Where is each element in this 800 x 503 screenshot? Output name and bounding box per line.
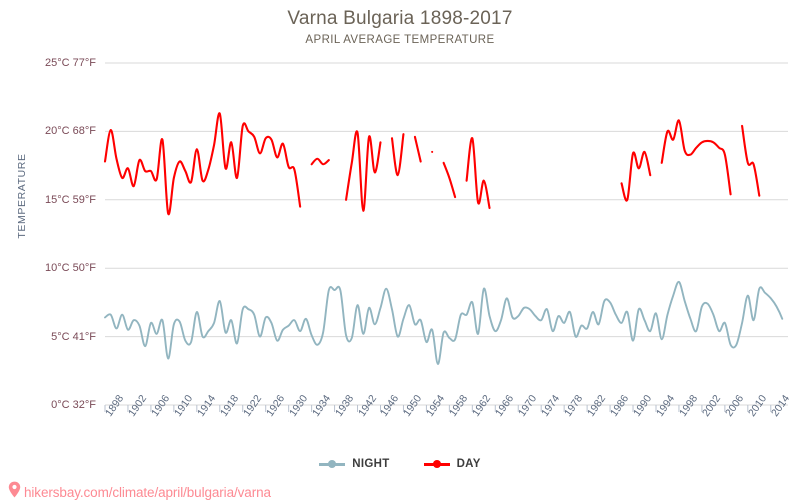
y-axis-tick-label: 20°C 68°F	[45, 125, 96, 138]
y-axis-tick-label: 10°C 50°F	[45, 262, 96, 275]
x-axis-tick-label: 1982	[585, 392, 609, 419]
x-axis-tick-label: 1910	[171, 392, 196, 419]
series-lines	[103, 112, 784, 365]
y-axis-tick-label: 25°C 77°F	[45, 57, 96, 69]
x-axis-tick-label: 1954	[424, 392, 448, 419]
x-axis-tick-label: 1930	[286, 392, 310, 419]
chart-subtitle: APRIL AVERAGE TEMPERATURE	[305, 34, 495, 46]
x-axis-tick-label: 1914	[194, 392, 219, 419]
x-axis-tick-label: 1970	[516, 392, 540, 419]
x-axis-tick-label: 1978	[562, 392, 586, 419]
x-axis-tick-label: 1986	[608, 392, 632, 419]
y-axis-tick-label: 15°C 59°F	[45, 193, 96, 206]
x-axis-tick-label: 1934	[309, 392, 333, 419]
source-url[interactable]: hikersbay.com/climate/april/bulgaria/var…	[24, 484, 271, 500]
x-axis-tick-label: 1990	[631, 392, 655, 419]
x-axis-tick-label: 1942	[355, 392, 379, 419]
x-axis-tick-label: 1946	[378, 392, 402, 419]
x-axis-tick-label: 1938	[332, 392, 356, 419]
x-axis-tick-label: 1962	[470, 392, 494, 419]
map-pin-icon	[8, 481, 21, 503]
x-axis-tick-label: 1966	[493, 392, 517, 419]
source-footer[interactable]: hikersbay.com/climate/april/bulgaria/var…	[8, 481, 271, 503]
x-axis-tick-label: 1974	[539, 392, 563, 419]
x-axis-tick-label: 1926	[263, 392, 287, 419]
chart-title: Varna Bulgaria 1898-2017	[287, 8, 513, 29]
x-axis-tick-label: 1906	[148, 392, 173, 419]
legend-item-night[interactable]: NIGHT	[319, 458, 389, 470]
x-axis-tick-label: 2006	[722, 392, 747, 419]
x-axis-tick-label: 1902	[125, 392, 150, 419]
gridlines	[105, 62, 788, 406]
y-axis-tick-label: 0°C 32°F	[51, 399, 96, 411]
legend-label: DAY	[456, 458, 481, 470]
legend-item-day[interactable]: DAY	[423, 458, 481, 470]
x-axis-tick-label: 1994	[653, 392, 678, 419]
y-axis-tick-label: 5°C 41°F	[51, 330, 96, 343]
x-axis-tick-label: 1918	[217, 392, 242, 419]
x-axis-tick-label: 1950	[401, 392, 425, 419]
x-axis-tick-label: 1998	[676, 392, 701, 419]
x-axis-tick-label: 2010	[745, 392, 770, 419]
legend-label: NIGHT	[352, 458, 390, 470]
x-axis-tick-label: 2002	[699, 392, 724, 419]
x-axis-tick-label: 1922	[240, 392, 264, 419]
legend-marker-icon	[423, 459, 450, 469]
series-day	[103, 112, 761, 216]
legend-marker-icon	[319, 459, 346, 469]
x-axis-tick-label: 1898	[103, 392, 127, 419]
x-axis-ticks: 1898 1902 1906 1910 1914 1918 1922 1926 1930 1934…	[0, 393, 800, 462]
series-night	[104, 280, 784, 365]
x-axis-tick-label: 2014	[768, 392, 793, 419]
chart-legend: NIGHT DAY	[0, 458, 800, 470]
x-axis-tick-label: 1958	[447, 392, 471, 419]
